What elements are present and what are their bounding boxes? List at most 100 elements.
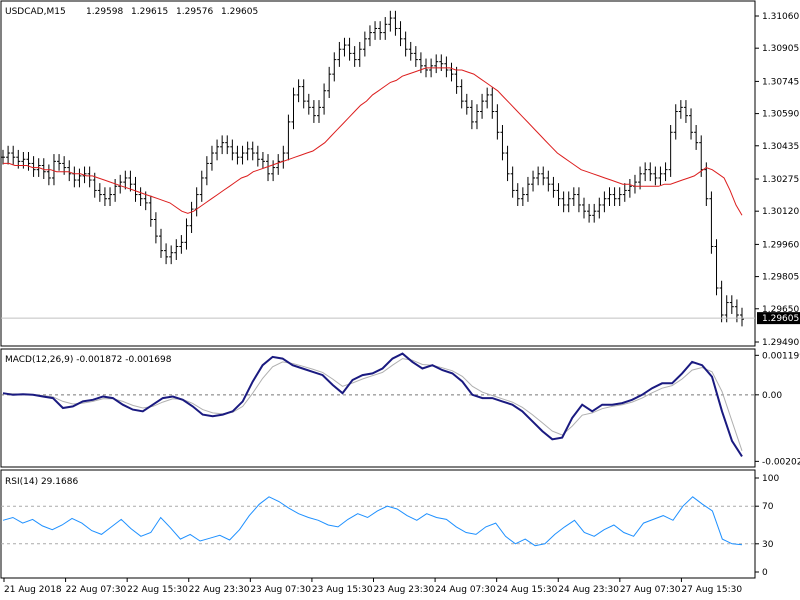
ohlc-bar [245, 141, 250, 161]
ohlc-bar [46, 164, 51, 186]
ohlc-bar [31, 156, 36, 177]
ohlc-bar [520, 187, 525, 206]
rsi-panel-frame [0, 469, 756, 579]
price-tick-label: 1.30275 [762, 175, 799, 185]
ohlc-bar [694, 125, 699, 150]
ohlc-bar [158, 228, 163, 258]
ohlc-bar [658, 166, 663, 186]
macd-main-line [2, 352, 743, 457]
rsi-tick-label: 100 [762, 474, 779, 484]
ohlc-bar [592, 203, 597, 223]
ohlc-bar [128, 170, 133, 192]
ohlc-bar [266, 154, 271, 182]
ohlc-bar [663, 162, 668, 182]
symbol-header: USDCAD,M15 [5, 7, 66, 17]
ohlc-bar [485, 87, 490, 109]
ohlc-bar [6, 145, 11, 165]
price-tick-label: 1.29490 [762, 338, 799, 348]
ohlc-bar [51, 154, 56, 186]
ohlc-bar [413, 46, 418, 67]
ohlc-bar [362, 31, 367, 57]
price-tick-label: 1.30590 [762, 110, 799, 120]
price-tick-label: 1.29650 [762, 305, 799, 315]
price-tick-label: 1.30120 [762, 207, 799, 217]
ohlc-bar [215, 139, 220, 161]
ohlc-bar [556, 183, 561, 206]
ohlc-bar [531, 170, 536, 192]
ohlc-bar [296, 79, 301, 103]
ohlc-bar [495, 104, 500, 140]
ohlc-bar [576, 187, 581, 213]
ohlc-bar [311, 100, 316, 123]
ohlc-bar [225, 135, 230, 155]
ohlc-bar [464, 93, 469, 115]
ohlc-bar [612, 187, 617, 206]
ohlc-bar [138, 187, 143, 206]
ohlc-bar [1, 149, 5, 165]
ohlc-open: 1.29598 [86, 7, 123, 17]
ohlc-bar [383, 17, 388, 40]
ohlc-bar [77, 168, 82, 188]
ohlc-close: 1.29605 [221, 7, 258, 17]
ohlc-bar [474, 104, 479, 130]
ohlc-bar [729, 295, 734, 314]
ohlc-bar [174, 239, 179, 260]
macd-y-axis: 0.001199 0.00 -0.00202 [755, 351, 800, 467]
rsi-y-axis: 100 70 30 0 [755, 474, 779, 578]
ohlc-bar [306, 93, 311, 115]
ohlc-bar [643, 162, 648, 182]
ohlc-bar [204, 156, 209, 186]
ohlc-bar [286, 114, 291, 161]
ohlc-bar [337, 41, 342, 67]
ohlc-bar [301, 79, 306, 109]
ohlc-bar [561, 191, 566, 213]
ohlc-bar [459, 79, 464, 109]
ohlc-bar [291, 87, 296, 130]
ohlc-bar [449, 62, 454, 82]
ohlc-bar [153, 212, 158, 244]
time-tick-label: 27 Aug 07:30 [620, 585, 681, 595]
ohlc-bar [678, 100, 683, 119]
rsi-tick-label: 0 [762, 568, 768, 578]
ohlc-bar [587, 203, 592, 223]
ohlc-bar [566, 191, 571, 213]
ohlc-bar [622, 183, 627, 202]
time-tick-label: 27 Aug 15:30 [681, 585, 742, 595]
rsi-line [2, 496, 743, 547]
ohlc-bar [184, 218, 189, 250]
ohlc-bar [525, 176, 530, 202]
ohlc-bar [673, 104, 678, 140]
time-tick-label: 22 Aug 15:30 [127, 585, 188, 595]
ohlc-bar [709, 191, 714, 254]
ohlc-bar [347, 37, 352, 61]
ohlc-bar [551, 176, 556, 198]
ohlc-bar [740, 307, 744, 327]
rsi-title: RSI(14) 29.1686 [5, 477, 78, 487]
ohlc-bar [668, 125, 673, 177]
ohlc-bar [444, 56, 449, 78]
macd-tick-label: 0.001199 [762, 351, 800, 361]
ohlc-bar [597, 197, 602, 219]
ohlc-bar [515, 183, 520, 206]
ohlc-bar [607, 187, 612, 206]
ohlc-bar [373, 21, 378, 40]
ohlc-bar [97, 183, 102, 202]
time-axis: 21 Aug 2018 22 Aug 07:30 22 Aug 15:30 22 Au… [3, 578, 742, 595]
ohlc-bar [148, 195, 153, 227]
ohlc-bar [408, 41, 413, 61]
ohlc-bar [67, 160, 72, 182]
ohlc-bar [714, 239, 719, 296]
ohlc-bar [434, 54, 439, 74]
ohlc-bar [582, 197, 587, 219]
rsi-tick-label: 30 [762, 540, 774, 550]
ohlc-low: 1.29576 [176, 7, 213, 17]
ohlc-bar [393, 10, 398, 36]
ohlc-bar [648, 162, 653, 182]
ohlc-bar [230, 139, 235, 161]
ohlc-bar [367, 25, 372, 47]
ohlc-bar [536, 166, 541, 186]
ohlc-bar [316, 100, 321, 123]
price-bars [1, 10, 744, 327]
time-tick-label: 24 Aug 15:30 [497, 585, 558, 595]
